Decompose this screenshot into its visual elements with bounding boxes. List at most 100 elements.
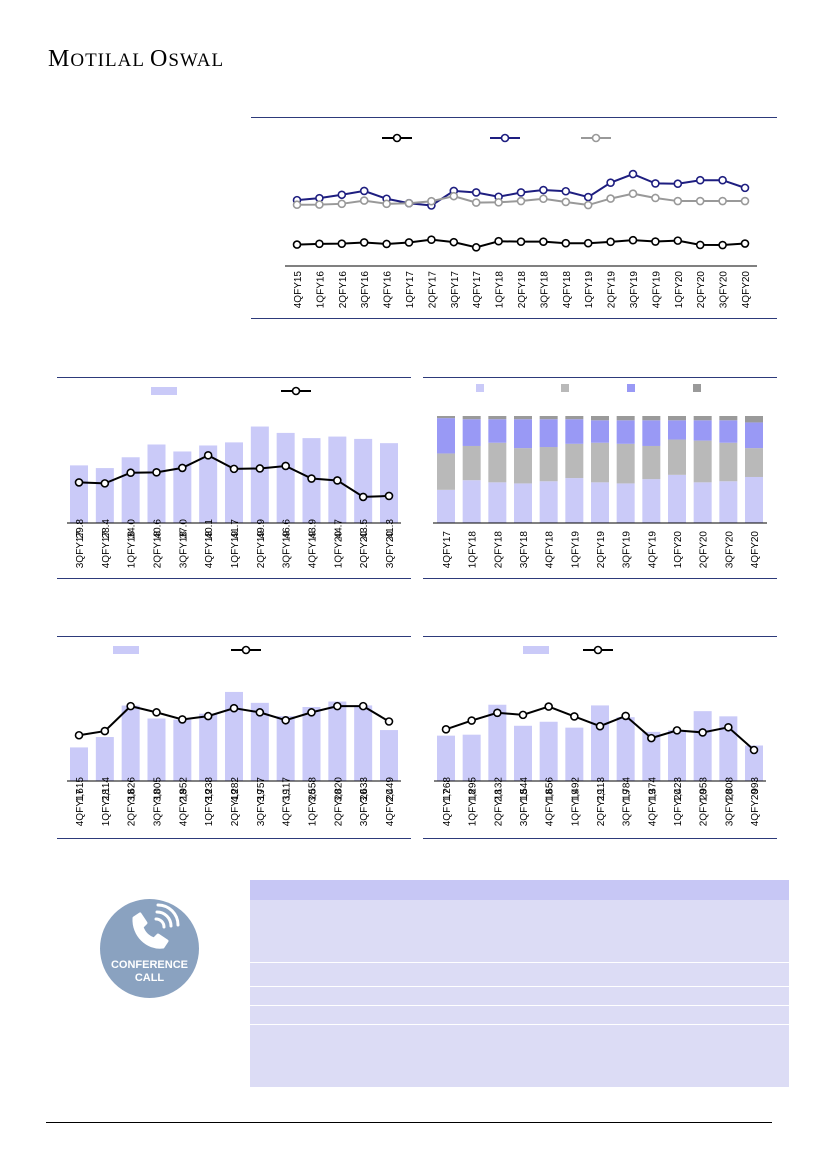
- stack-segment-2: [462, 445, 481, 481]
- bar: [199, 445, 218, 523]
- legend-line-marker: [291, 386, 301, 396]
- bar-data-label: 3,757: [256, 777, 267, 802]
- series-3-point: [359, 196, 369, 205]
- bar: [642, 731, 661, 781]
- x-tick-label: 2QFY20: [699, 789, 710, 827]
- trend-point: [441, 725, 451, 734]
- trend-point: [74, 730, 84, 740]
- chart5-top-rule: [423, 636, 777, 637]
- bar: [488, 704, 507, 781]
- stack-segment-4: [462, 416, 481, 420]
- bar: [95, 737, 114, 781]
- brand-initial-o: O: [149, 46, 169, 72]
- x-tick-label: 1QFY18: [101, 789, 112, 827]
- series-3-point: [606, 194, 615, 203]
- bar-data-label: 4,282: [230, 777, 241, 802]
- series-2-point: [651, 179, 660, 188]
- stack-segment-2: [668, 439, 686, 475]
- x-tick-label: 3QFY20: [385, 531, 396, 569]
- stack-segment-2: [565, 443, 584, 479]
- x-tick-label: 2QFY20: [359, 531, 370, 569]
- stack-segment-1: [565, 478, 584, 523]
- stack-segment-3: [642, 420, 661, 446]
- stack-segment-3: [462, 419, 481, 446]
- x-tick-label: 3QFY19: [622, 789, 633, 827]
- stack-segment-4: [514, 416, 532, 420]
- stack-segment-2: [745, 448, 763, 477]
- bar: [250, 702, 269, 781]
- bar-data-label: 1,492: [570, 777, 581, 802]
- bar: [354, 705, 373, 781]
- trend-point: [255, 464, 265, 473]
- trend-point: [358, 492, 368, 502]
- bar: [173, 719, 192, 781]
- stack-segment-4: [642, 416, 661, 421]
- bar-data-label: 1,544: [519, 777, 530, 802]
- bar-data-label: 1,656: [545, 777, 556, 802]
- stack-segment-1: [488, 482, 507, 523]
- x-tick-label: 2QFY18: [493, 789, 504, 827]
- bar: [199, 713, 218, 781]
- stack-segment-1: [616, 483, 635, 523]
- series-3-point: [404, 198, 414, 208]
- x-tick-label: 4QFY17: [472, 271, 483, 309]
- trend-point: [333, 701, 342, 711]
- chart3-bottom-rule: [423, 578, 777, 579]
- conference-call-panel-header: [250, 880, 789, 900]
- trend-point: [698, 728, 707, 737]
- bar-data-label: 2,113: [596, 777, 607, 802]
- series-1-point: [315, 239, 324, 249]
- trend-point: [126, 701, 135, 711]
- chart4-bottom-rule: [57, 838, 411, 839]
- x-tick-label: 4QFY18: [562, 271, 573, 309]
- badge-label-line1: CONFERENCE: [110, 959, 188, 971]
- series-2-point: [673, 179, 683, 189]
- x-tick-label: 4QFY18: [178, 789, 189, 827]
- x-tick-label: 4QFY20: [750, 531, 761, 569]
- bar: [539, 721, 558, 781]
- trend-point: [100, 479, 110, 488]
- chart4-top-rule: [57, 636, 411, 637]
- x-tick-label: 1QFY18: [495, 271, 506, 309]
- legend-series-3-marker: [591, 133, 601, 143]
- stack-segment-4: [719, 416, 738, 421]
- x-tick-label: 3QFY20: [719, 271, 730, 309]
- series-1-point: [471, 243, 481, 252]
- x-tick-label: 2QFY19: [596, 789, 607, 827]
- legend-stack-3: [627, 384, 635, 392]
- brand-initial-m: M: [48, 46, 71, 72]
- bar: [745, 745, 763, 781]
- series-3-point: [382, 199, 391, 209]
- stack-segment-1: [437, 489, 455, 523]
- x-tick-label: 3QFY17: [450, 271, 461, 309]
- chart-2-bar-line: 29.8 28.4 34.0 40.6 37.0 40.1 41.7 49.9 46.6 43.9…: [67, 386, 401, 569]
- stack-segment-1: [745, 476, 763, 523]
- badge-label-line2: CALL: [134, 972, 165, 984]
- stack-segment-3: [719, 420, 738, 443]
- bar-data-label: 41.7: [230, 519, 241, 539]
- series-3-point: [539, 194, 548, 204]
- series-1-point: [404, 238, 414, 247]
- x-tick-label: 1QFY19: [230, 531, 241, 569]
- chart-4-bar-line: 1,615 2,114 3,626 3,005 2,952 3,238 4,282 3,757…: [67, 645, 401, 827]
- x-tick-label: 4QFY17: [442, 789, 453, 827]
- x-tick-label: 4QFY19: [308, 531, 319, 569]
- bar-data-label: 1,953: [699, 777, 710, 802]
- stack-segment-4: [539, 416, 558, 420]
- x-tick-label: 1QFY20: [673, 789, 684, 827]
- bar-data-label: 1,423: [673, 777, 684, 802]
- legend-bar: [151, 387, 177, 395]
- stack-segment-1: [539, 481, 558, 523]
- series-2-point: [337, 190, 347, 200]
- bar: [437, 735, 455, 781]
- bar-data-label: 1,808: [724, 777, 735, 802]
- trend-point: [307, 708, 316, 717]
- series-3-point: [740, 196, 750, 206]
- x-tick-label: 2QFY18: [153, 531, 164, 569]
- stack-segment-3: [514, 419, 532, 449]
- bar: [380, 443, 398, 523]
- trend-point: [384, 491, 394, 501]
- x-tick-label: 2QFY19: [607, 271, 618, 309]
- stack-segment-2: [719, 442, 738, 482]
- legend-line-marker: [593, 645, 603, 655]
